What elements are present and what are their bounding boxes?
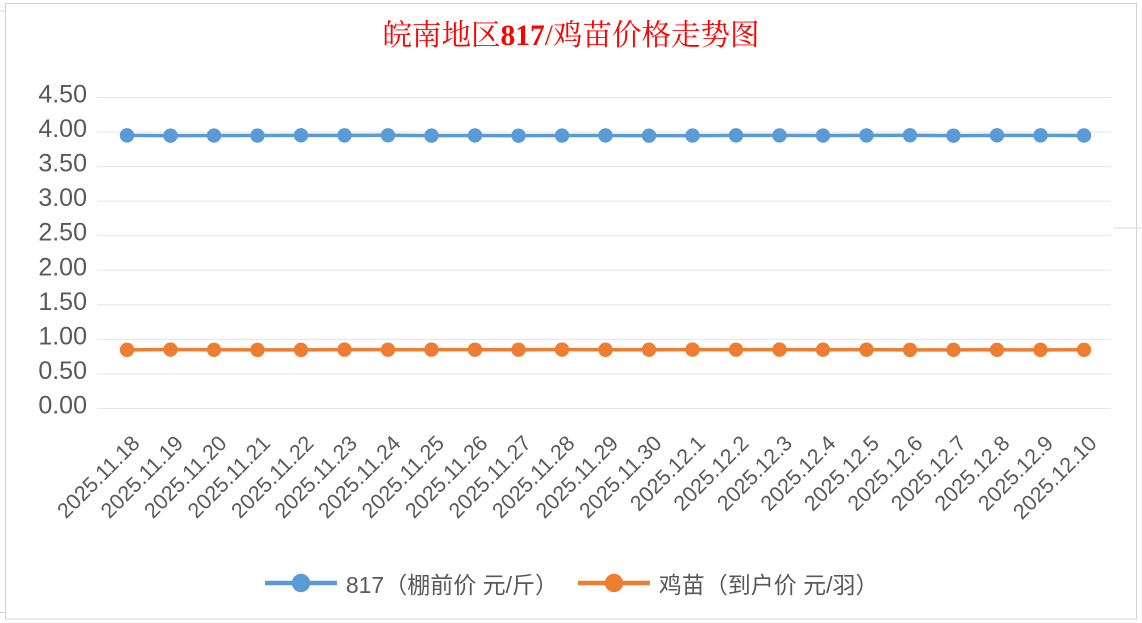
svg-text:3.00: 3.00	[38, 184, 87, 212]
svg-text:3.50: 3.50	[38, 150, 87, 178]
svg-text:1.50: 1.50	[38, 288, 87, 316]
svg-text:2.50: 2.50	[38, 219, 87, 247]
svg-text:0.00: 0.00	[38, 392, 87, 420]
svg-text:1.00: 1.00	[38, 322, 87, 350]
svg-text:4.50: 4.50	[38, 81, 87, 109]
svg-text:0.50: 0.50	[38, 357, 87, 385]
svg-text:4.00: 4.00	[38, 115, 87, 143]
svg-text:2.00: 2.00	[38, 253, 87, 281]
